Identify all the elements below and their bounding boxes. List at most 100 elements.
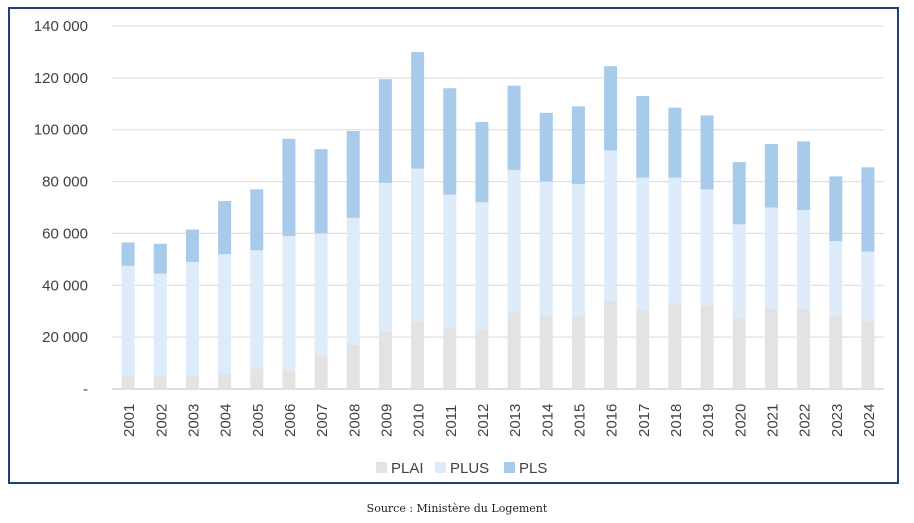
x-tick-label: 2012 [475, 404, 492, 437]
bar-pls-2010 [411, 51, 425, 169]
bar-pls-2011 [443, 88, 457, 195]
bar-plus-2014 [539, 181, 553, 316]
bar-plus-2006 [282, 236, 296, 371]
bar-plus-2018 [668, 177, 682, 304]
x-tick-label: 2001 [121, 404, 138, 437]
bar-plai-2021 [764, 308, 778, 389]
bar-plai-2022 [797, 308, 811, 389]
x-tick-label: 2008 [346, 404, 363, 437]
bar-plai-2024 [861, 321, 875, 389]
bar-plus-2005 [250, 250, 264, 369]
bar-plus-2022 [797, 210, 811, 309]
bar-pls-2015 [571, 106, 585, 185]
bar-plai-2016 [604, 300, 618, 389]
bar-plai-2023 [829, 316, 843, 389]
bar-pls-2005 [250, 189, 264, 251]
bar-plai-2015 [571, 316, 585, 389]
x-tick-label: 2009 [378, 404, 395, 437]
y-tick-label: 140 000 [34, 18, 88, 35]
bar-pls-2013 [507, 85, 521, 170]
y-tick-label: 60 000 [42, 225, 88, 242]
bar-pls-2016 [604, 66, 618, 151]
bar-plus-2021 [764, 207, 778, 309]
bar-plai-2003 [185, 376, 199, 389]
legend-swatch-plai [376, 462, 387, 473]
bar-plus-2009 [378, 182, 392, 332]
bar-plai-2008 [346, 344, 360, 389]
bar-pls-2003 [185, 229, 199, 262]
x-tick-label: 2002 [153, 404, 170, 437]
x-tick-label: 2024 [861, 404, 878, 437]
x-tick-label: 2018 [668, 404, 685, 437]
y-tick-label: 100 000 [34, 122, 88, 139]
bar-plai-2014 [539, 315, 553, 389]
bar-plai-2007 [314, 355, 328, 389]
bar-plai-2013 [507, 312, 521, 389]
bar-pls-2014 [539, 112, 553, 182]
x-tick-label: 2017 [636, 404, 653, 437]
bar-pls-2007 [314, 149, 328, 234]
legend-label-plai: PLAI [391, 460, 424, 477]
bar-plus-2011 [443, 194, 457, 329]
bar-pls-2018 [668, 107, 682, 178]
bar-pls-2022 [797, 141, 811, 211]
bar-plai-2012 [475, 329, 489, 389]
y-tick-label: 40 000 [42, 277, 88, 294]
bar-plus-2007 [314, 233, 328, 356]
x-tick-label: 2010 [411, 404, 428, 437]
bar-plai-2004 [218, 373, 232, 389]
bar-plai-2017 [636, 309, 650, 389]
bar-plai-2011 [443, 328, 457, 389]
x-tick-label: 2011 [443, 405, 460, 437]
source-note: Source : Ministère du Logement [366, 502, 548, 515]
x-tick-label: 2005 [250, 404, 267, 437]
bar-plus-2008 [346, 217, 360, 345]
x-tick-label: 2016 [604, 404, 621, 437]
x-tick-label: 2019 [700, 404, 717, 437]
bar-pls-2009 [378, 79, 392, 183]
bar-plus-2012 [475, 202, 489, 330]
bar-plus-2017 [636, 177, 650, 310]
bar-plai-2006 [282, 370, 296, 389]
x-tick-label: 2021 [764, 404, 781, 437]
y-tick-label: 120 000 [34, 70, 88, 87]
bar-plai-2020 [732, 317, 746, 389]
bar-plus-2023 [829, 241, 843, 317]
bar-plus-2001 [121, 265, 135, 377]
bar-pls-2006 [282, 138, 296, 237]
x-tick-label: 2022 [797, 404, 814, 437]
x-tick-label: 2014 [539, 404, 556, 437]
bar-pls-2023 [829, 176, 843, 242]
bar-plus-2020 [732, 224, 746, 318]
bar-plus-2024 [861, 251, 875, 322]
bar-pls-2020 [732, 162, 746, 225]
bar-pls-2008 [346, 131, 360, 218]
bar-pls-2012 [475, 121, 489, 203]
bar-pls-2001 [121, 242, 135, 266]
x-tick-label: 2023 [829, 404, 846, 437]
bar-plus-2016 [604, 150, 618, 301]
x-tick-label: 2015 [571, 404, 588, 437]
bar-plai-2019 [700, 306, 714, 389]
x-tick-label: 2004 [218, 404, 235, 437]
legend-swatch-plus [435, 462, 446, 473]
bar-plai-2010 [411, 321, 425, 389]
bar-plus-2015 [571, 184, 585, 317]
bar-plus-2003 [185, 261, 199, 377]
bar-pls-2002 [153, 243, 167, 274]
x-tick-label: 2020 [732, 404, 749, 437]
bar-pls-2019 [700, 115, 714, 190]
y-tick-label: 20 000 [42, 329, 88, 346]
bar-pls-2021 [764, 143, 778, 208]
bar-pls-2017 [636, 96, 650, 178]
y-tick-label: - [83, 381, 88, 398]
legend-label-pls: PLS [519, 460, 547, 477]
bar-plus-2013 [507, 169, 521, 313]
x-tick-label: 2007 [314, 404, 331, 437]
bar-plus-2004 [218, 254, 232, 374]
legend-label-plus: PLUS [450, 460, 489, 477]
bar-plai-2018 [668, 303, 682, 389]
bar-plai-2001 [121, 376, 135, 389]
bar-plai-2009 [378, 331, 392, 389]
y-tick-label: 80 000 [42, 174, 88, 191]
